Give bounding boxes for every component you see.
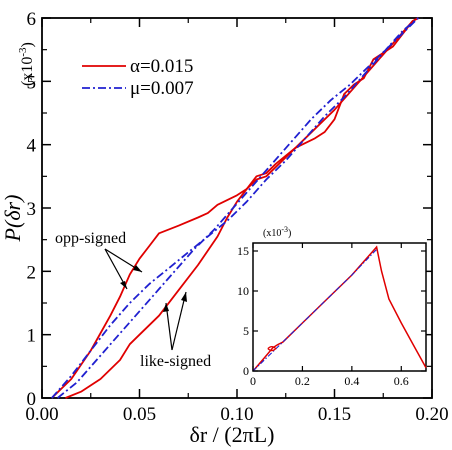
arrowhead-opp-2: [133, 265, 142, 272]
series-line-alpha: [65, 17, 419, 399]
inset-x-tick-label: 0.6: [394, 374, 409, 388]
x-tick-label: 0.05: [123, 404, 156, 425]
inset-x-tick-label: 0: [250, 374, 256, 388]
inset-y-multiplier: (x10-3): [263, 225, 291, 239]
inset-ticks-group: 0 0.2 0.4 0.6 0 5 10 15: [237, 243, 426, 388]
x-tick-label: 0.20: [415, 404, 448, 425]
annotation-opp-signed: opp-signed: [55, 230, 126, 247]
inset-x-tick-label: 0.4: [344, 374, 359, 388]
y-tick-label: 2: [27, 262, 37, 283]
y-tick-label: 5: [27, 72, 37, 93]
inset-x-tick-label: 0.2: [295, 374, 310, 388]
arrow-like-2: [171, 291, 187, 351]
y-tick-label: 0: [27, 389, 37, 410]
y-multiplier: (x10-3): [17, 42, 36, 86]
arrowhead-opp-1: [120, 281, 127, 289]
y-tick-label: 6: [27, 9, 37, 30]
arrowhead-like-2: [181, 292, 187, 302]
y-tick-label: 1: [27, 326, 37, 347]
x-axis-label: δr / (2πL): [189, 422, 274, 447]
inset-frame: [252, 242, 427, 372]
x-tick-label: 0.10: [220, 404, 253, 425]
inset-y-tick-label: 10: [237, 284, 249, 298]
main-series-group: [51, 17, 419, 399]
series-line-alpha: [51, 17, 419, 399]
legend-label-mu: μ=0.007: [130, 78, 194, 99]
inset-series-line-alpha: [252, 245, 427, 372]
y-tick-label: 4: [27, 136, 37, 157]
y-axis-label: P(δr): [0, 195, 25, 243]
legend: α=0.015 μ=0.007: [82, 56, 194, 99]
legend-label-alpha: α=0.015: [130, 56, 193, 77]
inset-y-tick-label: 5: [243, 324, 249, 338]
inset-series-line-mu: [252, 249, 377, 372]
inset-chart: (x10-3) 0 0.2 0.4 0.6 0 5 10 15: [237, 225, 427, 388]
annotation-like-signed: like-signed: [140, 353, 211, 370]
inset-series-loop: [267, 346, 277, 352]
inset-y-tick-label: 0: [243, 364, 249, 378]
x-tick-label: 0.00: [25, 404, 58, 425]
series-line-mu: [57, 17, 419, 399]
inset-series-group: [252, 245, 427, 372]
arrowhead-like-1: [163, 303, 169, 312]
x-tick-label: 0.15: [318, 404, 351, 425]
inset-y-tick-label: 15: [237, 244, 249, 258]
series-line-mu: [51, 17, 419, 399]
y-tick-label: 3: [27, 199, 37, 220]
